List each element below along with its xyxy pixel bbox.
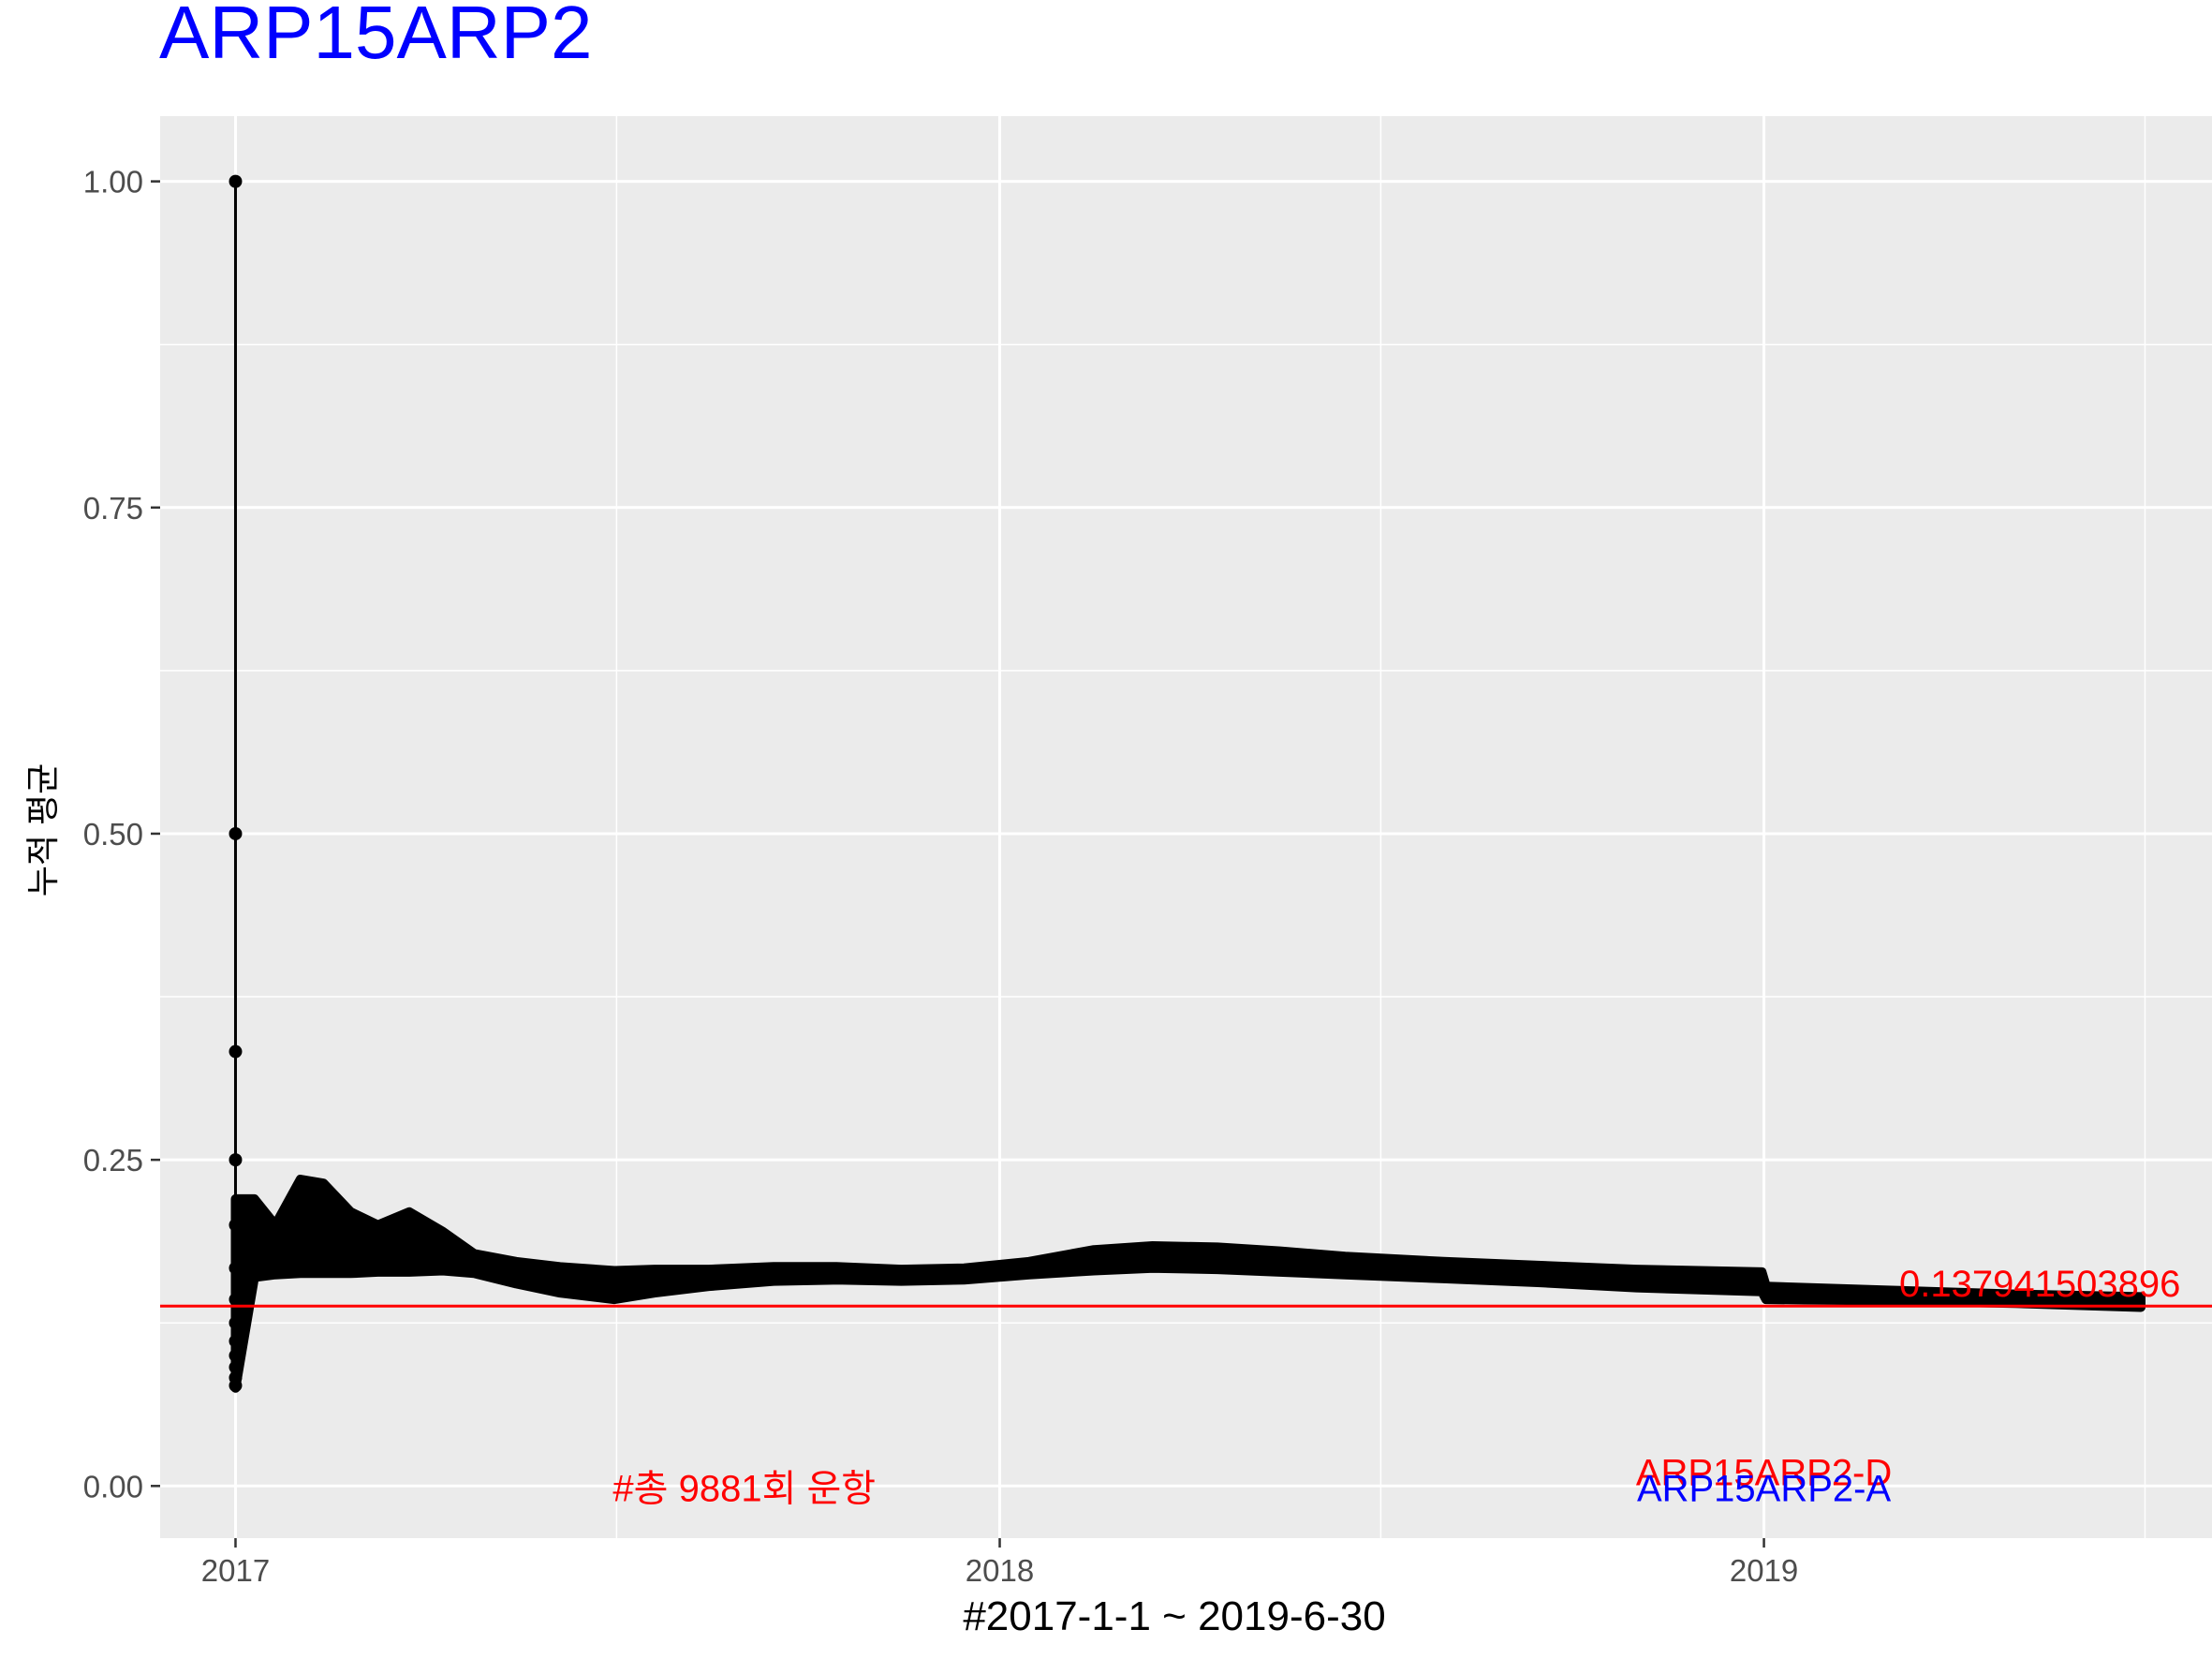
data-point (229, 1293, 243, 1307)
annotation-1: ARP15ARP2-D (1636, 1453, 1892, 1494)
data-point (229, 1360, 243, 1374)
y-tick-label: 0.25 (83, 1143, 143, 1178)
plot-panel (160, 116, 2212, 1538)
y-tick-label: 0.75 (83, 491, 143, 526)
annotation-2: ARP15ARP2-A (1637, 1468, 1892, 1509)
x-tick-label: 2017 (201, 1553, 270, 1588)
y-tick-label: 1.00 (83, 165, 143, 200)
x-axis-title: #2017-1-1 ~ 2019-6-30 (963, 1593, 1385, 1639)
data-point (229, 1218, 243, 1232)
grid-minor (160, 116, 2212, 1538)
reference-layer: 0.137941503896 (160, 1264, 2212, 1308)
x-tick-label: 2018 (966, 1553, 1034, 1588)
y-axis-title: 누적 평균 (23, 763, 62, 896)
reference-value-label: 0.137941503896 (1899, 1264, 2180, 1305)
data-point (229, 1316, 243, 1330)
chart-title: ARP15ARP2 (159, 0, 592, 74)
data-point (229, 1261, 243, 1275)
x-tick-label: 2019 (1730, 1553, 1798, 1588)
y-tick-label: 0.50 (83, 817, 143, 852)
data-point (229, 1379, 243, 1393)
data-point (229, 174, 243, 188)
data-point (229, 826, 243, 840)
annotation-0: #총 9881회 운항 (612, 1468, 876, 1509)
data-point (229, 1044, 243, 1059)
data-point (229, 1153, 243, 1167)
data-point (229, 1334, 243, 1348)
axis-layer: 0.00 0.25 0.50 0.75 1.00 2017 2018 2019 (83, 165, 1799, 1588)
data-point (229, 1349, 243, 1363)
y-tick-label: 0.00 (83, 1469, 143, 1503)
